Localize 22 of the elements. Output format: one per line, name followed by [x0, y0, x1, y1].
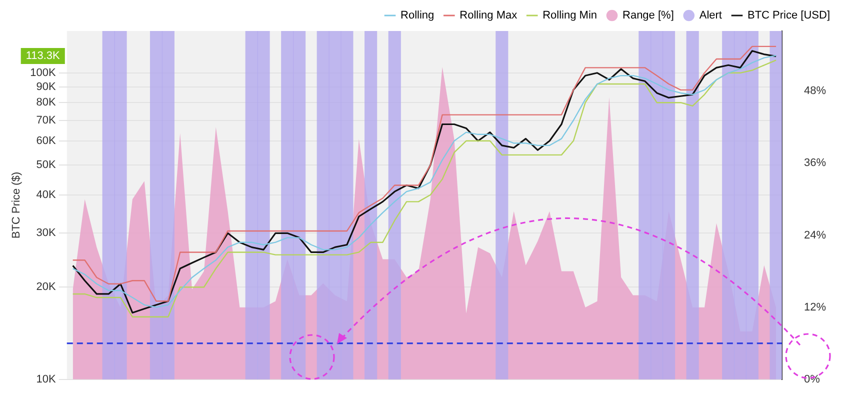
y-tick-label: 80K: [36, 96, 57, 109]
y-tick-label: 70K: [36, 114, 57, 126]
y2-tick-label: 12%: [804, 301, 826, 314]
y-tick-label: 100K: [30, 66, 57, 79]
text: 113.3K: [26, 50, 61, 62]
legend-label: BTC Price [USD]: [747, 10, 830, 22]
y-tick-label: 20K: [36, 281, 57, 294]
legend-label: Alert: [699, 10, 722, 22]
legend-label: Range [%]: [622, 10, 674, 22]
y-tick-label: 60K: [36, 134, 57, 147]
y2-tick-label: 48%: [804, 85, 826, 98]
y-tick-label: 30K: [36, 227, 57, 240]
y2-tick-label: 36%: [804, 157, 826, 170]
y-tick-label: 90K: [36, 80, 57, 93]
y-tick-label: 10K: [36, 373, 57, 386]
y2-tick-label: 24%: [804, 229, 826, 242]
legend-label: Rolling: [400, 10, 434, 22]
y-tick-label: 50K: [36, 159, 57, 172]
legend-label: Rolling Max: [460, 10, 518, 22]
legend-label: Rolling Min: [542, 10, 598, 22]
y-tick-label: 40K: [36, 188, 57, 201]
y-axis-title: BTC Price ($): [10, 172, 23, 239]
